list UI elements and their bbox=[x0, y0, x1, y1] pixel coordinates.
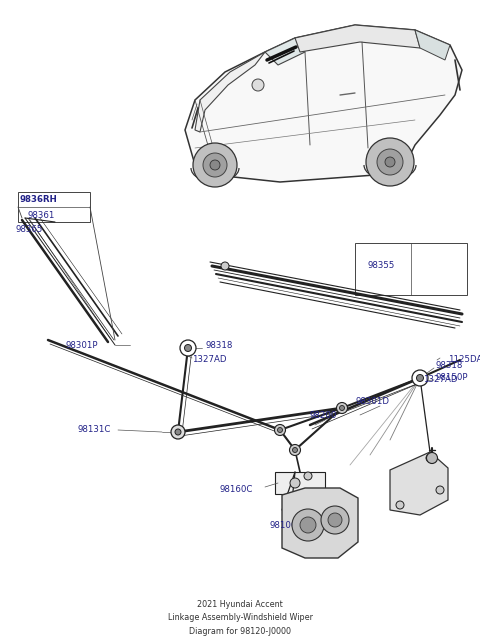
Text: 98355: 98355 bbox=[368, 262, 396, 271]
Circle shape bbox=[304, 472, 312, 480]
Polygon shape bbox=[185, 25, 462, 182]
Text: 98365: 98365 bbox=[16, 225, 43, 234]
Circle shape bbox=[252, 79, 264, 91]
Circle shape bbox=[292, 447, 298, 452]
Circle shape bbox=[203, 153, 227, 177]
Text: 1125DA: 1125DA bbox=[448, 355, 480, 365]
Circle shape bbox=[328, 513, 342, 527]
Circle shape bbox=[336, 403, 348, 413]
Polygon shape bbox=[195, 52, 265, 132]
Text: 9836RH: 9836RH bbox=[20, 195, 58, 205]
Circle shape bbox=[385, 157, 395, 167]
Circle shape bbox=[171, 425, 185, 439]
Circle shape bbox=[210, 160, 220, 170]
Circle shape bbox=[184, 344, 192, 351]
Polygon shape bbox=[295, 25, 420, 52]
Circle shape bbox=[436, 486, 444, 494]
Circle shape bbox=[427, 452, 437, 463]
Circle shape bbox=[396, 501, 404, 509]
Circle shape bbox=[275, 424, 286, 435]
Circle shape bbox=[289, 445, 300, 456]
Polygon shape bbox=[415, 30, 450, 60]
Text: 98318: 98318 bbox=[436, 360, 463, 369]
Text: 98150P: 98150P bbox=[436, 374, 468, 383]
Text: 98200: 98200 bbox=[310, 412, 337, 420]
Circle shape bbox=[292, 509, 324, 541]
Circle shape bbox=[412, 370, 428, 386]
Text: 98100: 98100 bbox=[270, 520, 298, 529]
Circle shape bbox=[300, 517, 316, 533]
Circle shape bbox=[175, 429, 181, 435]
Circle shape bbox=[290, 478, 300, 488]
Circle shape bbox=[221, 262, 229, 270]
Circle shape bbox=[339, 406, 345, 410]
Circle shape bbox=[417, 374, 423, 381]
Circle shape bbox=[277, 428, 283, 433]
Polygon shape bbox=[265, 38, 305, 65]
Text: 98301P: 98301P bbox=[65, 340, 97, 349]
Text: 98131C: 98131C bbox=[78, 426, 111, 435]
Text: 98301D: 98301D bbox=[355, 397, 389, 406]
Circle shape bbox=[193, 143, 237, 187]
Text: 2021 Hyundai Accent
Linkage Assembly-Windshield Wiper
Diagram for 98120-J0000: 2021 Hyundai Accent Linkage Assembly-Win… bbox=[168, 600, 312, 636]
Circle shape bbox=[426, 454, 434, 462]
Circle shape bbox=[180, 340, 196, 356]
FancyBboxPatch shape bbox=[275, 472, 325, 494]
Polygon shape bbox=[390, 452, 448, 515]
Polygon shape bbox=[282, 488, 358, 558]
Text: 98160C: 98160C bbox=[220, 486, 253, 495]
Circle shape bbox=[366, 138, 414, 186]
Text: 1327AD: 1327AD bbox=[423, 376, 457, 385]
Text: 98361: 98361 bbox=[28, 211, 55, 220]
Text: 1327AD: 1327AD bbox=[192, 355, 227, 365]
Circle shape bbox=[321, 506, 349, 534]
Text: 98318: 98318 bbox=[205, 340, 232, 349]
Circle shape bbox=[377, 149, 403, 175]
